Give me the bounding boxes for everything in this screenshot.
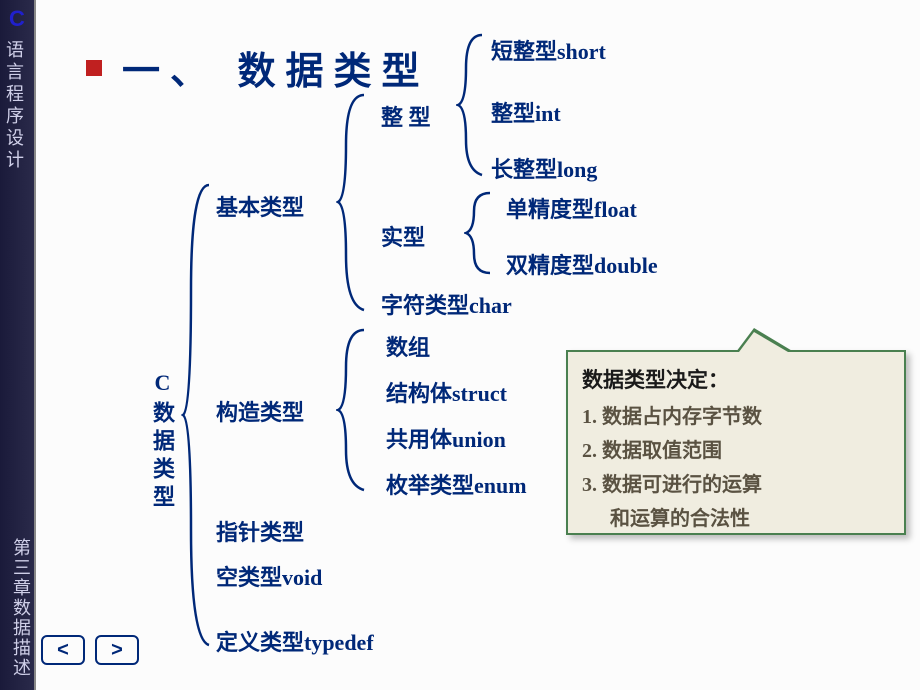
- sidebar-text-top: 语言程序设计: [7, 40, 27, 172]
- brace-basic: [336, 90, 368, 315]
- real-float: 单精度型float: [506, 192, 637, 224]
- next-button[interactable]: >: [95, 635, 139, 665]
- brace-real: [464, 188, 494, 278]
- int-long: 长整型long: [491, 152, 597, 184]
- sidebar-letter: C: [0, 0, 34, 32]
- title-bullet-icon: [86, 60, 102, 76]
- prev-button[interactable]: <: [41, 635, 85, 665]
- sidebar-text-bottom: 第三章数据描述: [8, 538, 34, 678]
- sidebar: C 语言程序设计 第三章数据描述: [0, 0, 36, 690]
- l1-typedef: 定义类型typedef: [216, 625, 374, 657]
- basic-char: 字符类型char: [381, 288, 512, 320]
- root-label: C数据类型: [146, 370, 178, 513]
- cons-struct: 结构体struct: [386, 376, 507, 408]
- brace-construct: [336, 325, 368, 495]
- main-content: 一、 数据类型 C数据类型 基本类型 构造类型 指针类型 空类型void 定义类…: [36, 0, 920, 690]
- cons-array: 数组: [386, 330, 430, 362]
- callout-tail-inner-icon: [739, 332, 788, 352]
- int-int: 整型int: [491, 96, 561, 128]
- callout-line-4: 和运算的合法性: [582, 502, 890, 536]
- basic-real: 实型: [381, 220, 425, 252]
- cons-union: 共用体union: [386, 422, 506, 454]
- brace-root: [181, 180, 213, 650]
- callout-title: 数据类型决定：: [582, 364, 890, 394]
- title-row: 一、 数据类型: [86, 40, 430, 95]
- page-title: 一、 数据类型: [122, 40, 430, 95]
- callout-line-2: 2. 数据取值范围: [582, 434, 890, 468]
- l1-construct: 构造类型: [216, 395, 304, 427]
- l1-void: 空类型void: [216, 560, 322, 592]
- basic-integer: 整 型: [381, 100, 431, 132]
- int-short: 短整型short: [491, 34, 606, 66]
- cons-enum: 枚举类型enum: [386, 468, 527, 500]
- brace-integer: [456, 30, 486, 180]
- l1-pointer: 指针类型: [216, 515, 304, 547]
- nav-buttons: < >: [41, 635, 139, 665]
- real-double: 双精度型double: [506, 248, 658, 280]
- callout-box: 数据类型决定： 1. 数据占内存字节数 2. 数据取值范围 3. 数据可进行的运…: [566, 350, 906, 535]
- callout-line-1: 1. 数据占内存字节数: [582, 400, 890, 434]
- l1-basic: 基本类型: [216, 190, 304, 222]
- callout-line-3: 3. 数据可进行的运算: [582, 468, 890, 502]
